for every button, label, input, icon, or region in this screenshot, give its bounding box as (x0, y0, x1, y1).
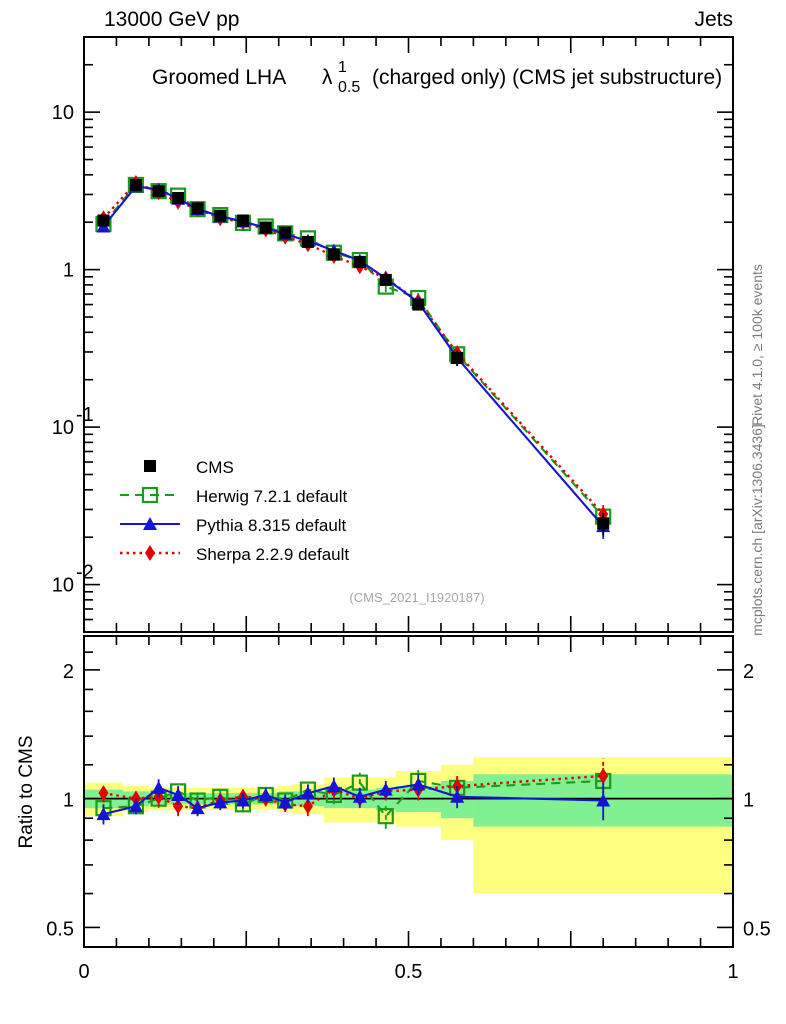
data-point (172, 191, 185, 204)
ratio-data-point (258, 787, 273, 801)
ratio-data-point (96, 807, 111, 821)
ratio-data-point (236, 793, 251, 807)
data-point (191, 202, 204, 215)
ratio-y-tick-label-right: 0.5 (743, 918, 771, 940)
ratio-plot-panel: 2 21 10.5 0.5 Ratio to CMS 0 0.5 1 (16, 635, 771, 983)
plot-title-lambda: λ (322, 66, 333, 89)
x-tick-label: 0 (78, 961, 89, 983)
ratio-data-point (378, 782, 393, 796)
ratio-y-tick-label-right: 2 (743, 661, 754, 683)
ratio-data-point (352, 789, 367, 803)
series-line (102, 183, 604, 518)
main-y-tick-label: 10 (52, 417, 74, 439)
main-y-tick-exponent: -2 (76, 562, 94, 584)
data-point (597, 517, 610, 530)
legend-label: Sherpa 2.2.9 default (196, 545, 349, 564)
legend-label: Herwig 7.2.1 default (196, 487, 347, 506)
header-category-label: Jets (694, 8, 733, 31)
legend: CMS Herwig 7.2.1 default Pythia 8.315 defa… (120, 458, 349, 564)
data-point (379, 273, 392, 286)
ratio-data-point (411, 777, 426, 791)
data-point (451, 351, 464, 364)
data-point (259, 221, 272, 234)
ratio-data-point (151, 780, 166, 794)
data-point (129, 178, 142, 191)
ratio-data-point (190, 801, 205, 815)
ratio-axis-label: Ratio to CMS (16, 736, 37, 849)
header-beam-label: 13000 GeV pp (104, 8, 239, 31)
main-y-tick-label: 10 (52, 575, 74, 597)
analysis-id-watermark: (CMS_2021_I1920187) (349, 590, 484, 605)
ratio-data-point (450, 789, 465, 803)
data-point (237, 214, 250, 227)
data-point (353, 255, 366, 268)
data-point (301, 235, 314, 248)
legend-marker (145, 545, 155, 561)
legend-label: Pythia 8.315 default (196, 516, 347, 535)
ratio-data-point (213, 795, 228, 809)
ratio-data-point (300, 786, 315, 800)
ratio-data-point (171, 787, 186, 801)
series-line (102, 181, 605, 516)
ratio-data-point (598, 767, 609, 784)
ratio-data-point (326, 779, 341, 793)
ratio-data-series (95, 758, 612, 829)
plot-title-subscript: 0.5 (338, 79, 360, 96)
data-point (152, 185, 165, 198)
ratio-data-point (278, 795, 293, 809)
main-data-series (95, 174, 612, 539)
plot-title-main: Groomed LHA (152, 66, 286, 89)
legend-marker (144, 460, 156, 472)
data-point (412, 298, 425, 311)
main-y-tick-label: 1 (63, 260, 74, 282)
data-point (327, 248, 340, 261)
main-y-tick-exponent: -1 (76, 404, 94, 426)
plot-title-rest: (charged only) (CMS jet substructure) (372, 66, 722, 89)
main-y-tick-label: 10 (52, 102, 74, 124)
ratio-y-tick-label: 0.5 (46, 918, 74, 940)
data-point (279, 226, 292, 239)
ratio-data-point (377, 808, 394, 825)
main-panel-frame (83, 36, 734, 633)
data-point (97, 214, 110, 227)
x-tick-label: 0.5 (395, 961, 423, 983)
ratio-y-tick-label-right: 1 (743, 790, 754, 812)
ratio-y-tick-label: 1 (63, 790, 74, 812)
ratio-y-tick-label: 2 (63, 661, 74, 683)
plot-title-superscript: 1 (338, 59, 347, 76)
side-label-mcplots: mcplots.cern.ch [arXiv:1306.3436] (749, 424, 765, 636)
ratio-y-tick-labels: 2 2 1 1 0.5 0.5 (46, 661, 771, 941)
legend-label: CMS (196, 458, 234, 477)
data-point (214, 209, 227, 222)
ratio-data-point (596, 793, 611, 807)
ratio-data-point (173, 798, 184, 815)
ratio-data-point (302, 798, 313, 815)
main-plot-panel: Groomed LHA λ 1 0.5 (charged only) (CMS … (52, 36, 734, 633)
side-label-rivet: Rivet 4.1.0, ≥ 100k events (749, 264, 765, 426)
series-cms (97, 178, 610, 536)
ratio-series-line (103, 783, 604, 816)
legend-marker (143, 517, 157, 530)
legend-marker (141, 486, 159, 504)
ratio-series-line (103, 774, 604, 810)
ratio-data-point (128, 799, 143, 813)
x-tick-label: 1 (727, 961, 738, 983)
x-axis-tick-labels: 0 0.5 1 (78, 961, 738, 983)
series-line (102, 185, 604, 527)
ratio-panel-frame (83, 635, 734, 948)
ratio-data-point (98, 785, 109, 802)
main-panel-ticks (83, 36, 734, 633)
ratio-series-pythia (96, 774, 611, 825)
